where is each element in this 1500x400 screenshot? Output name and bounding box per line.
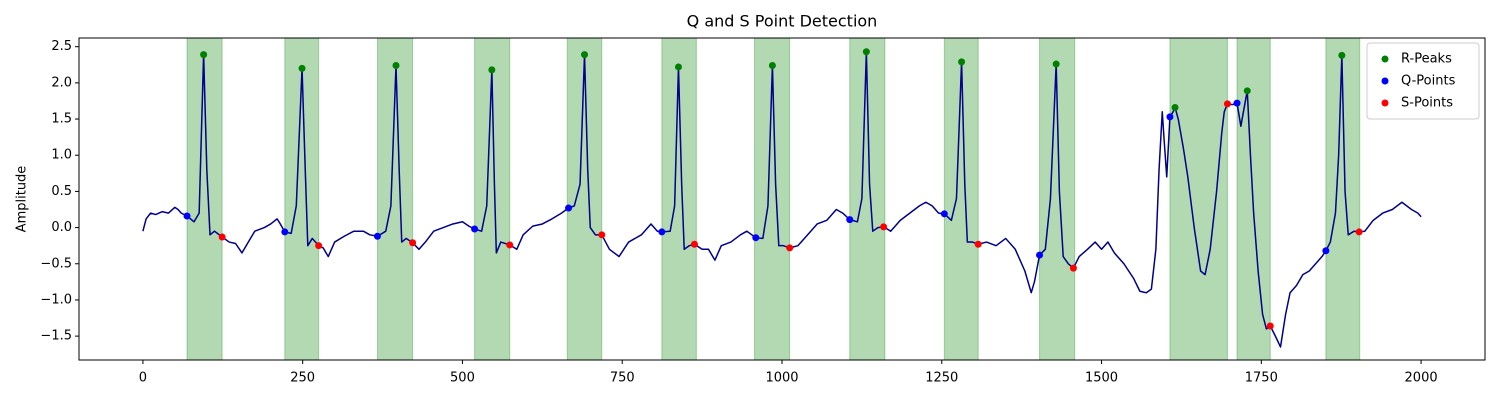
point-marker	[786, 244, 794, 252]
y-tick-label: 2.0	[51, 75, 72, 90]
point-marker	[690, 240, 698, 248]
x-tick-label: 250	[290, 371, 315, 386]
legend-label: Q-Points	[1401, 74, 1456, 89]
y-tick-label: −0.5	[40, 256, 72, 271]
point-marker	[281, 228, 289, 236]
qs-region	[943, 37, 979, 361]
x-tick-label: 1500	[1085, 371, 1118, 386]
point-marker	[565, 204, 573, 212]
point-marker	[409, 239, 417, 247]
x-tick-label: 2000	[1405, 371, 1438, 386]
point-marker	[674, 63, 682, 71]
point-marker	[1355, 228, 1363, 236]
point-marker	[1338, 51, 1346, 59]
point-marker	[1233, 99, 1241, 107]
point-marker	[1069, 264, 1077, 272]
point-marker	[1243, 87, 1251, 95]
point-marker	[1052, 60, 1060, 68]
x-tick-label: 750	[610, 371, 635, 386]
point-marker	[471, 225, 479, 233]
point-marker	[200, 51, 208, 59]
legend-box	[1366, 42, 1480, 120]
point-marker	[1322, 247, 1330, 255]
signal-line	[142, 51, 1422, 348]
y-tick-label: 1.0	[51, 148, 72, 163]
y-tick-label: −1.5	[40, 329, 72, 344]
point-marker	[658, 228, 666, 236]
point-marker	[974, 240, 982, 248]
point-marker	[752, 234, 760, 242]
legend-marker	[1381, 55, 1389, 63]
y-tick-label: 0.5	[51, 184, 72, 199]
x-tick-label: 500	[450, 371, 475, 386]
y-tick-label: −1.0	[40, 292, 72, 307]
point-marker	[506, 241, 514, 249]
legend-marker	[1381, 99, 1389, 107]
point-marker	[1166, 113, 1174, 121]
point-marker	[488, 66, 496, 74]
point-marker	[1036, 251, 1044, 259]
y-tick-label: 0.0	[51, 220, 72, 235]
point-marker	[298, 64, 306, 72]
x-tick-label: 1750	[1245, 371, 1278, 386]
x-tick-label: 0	[139, 371, 147, 386]
point-marker	[1266, 322, 1274, 330]
point-marker	[1223, 100, 1231, 108]
point-marker	[846, 216, 854, 224]
point-marker	[598, 231, 606, 239]
legend-marker	[1381, 77, 1389, 85]
point-marker	[392, 61, 400, 69]
point-marker	[581, 51, 589, 59]
y-axis-label: Amplitude	[15, 166, 30, 233]
point-marker	[183, 212, 191, 220]
point-marker	[880, 223, 888, 231]
qs-region	[566, 37, 603, 361]
x-tick-label: 1000	[765, 371, 798, 386]
point-marker	[1171, 103, 1179, 111]
point-marker	[218, 233, 226, 241]
legend-label: S-Points	[1401, 96, 1453, 111]
x-tick-label: 1250	[925, 371, 958, 386]
point-marker	[958, 58, 966, 66]
chart-title: Q and S Point Detection	[687, 12, 878, 31]
y-tick-label: 2.5	[51, 39, 72, 54]
point-marker	[768, 61, 776, 69]
legend-label: R-Peaks	[1401, 52, 1452, 67]
y-tick-label: 1.5	[51, 112, 72, 127]
point-marker	[315, 242, 323, 250]
qs-region	[1169, 37, 1228, 361]
point-marker	[862, 48, 870, 56]
point-marker	[940, 210, 948, 218]
point-marker	[373, 232, 381, 240]
qs-region	[1236, 37, 1271, 361]
